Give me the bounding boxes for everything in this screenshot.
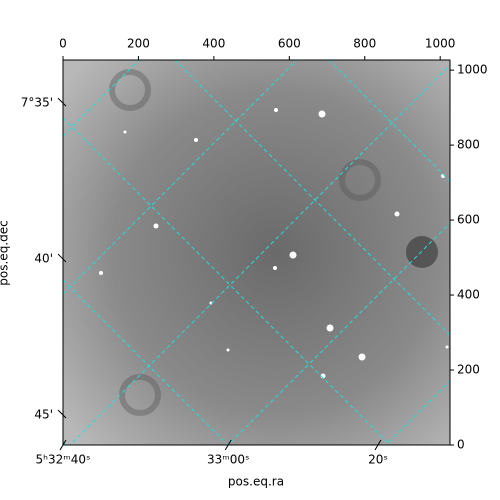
ra-tick-label: 33ᵐ00ˢ [207,453,250,467]
top-tick-label: 200 [127,37,150,51]
sky-image [63,60,450,445]
top-tick-label: 1000 [425,37,456,51]
dec-tick-label: 7°35' [21,96,53,110]
x-axis-label: pos.eq.ra [228,475,284,489]
frame [62,59,451,446]
ra-tick-label: 20ˢ [368,453,388,467]
dec-tick-label: 45' [34,408,53,422]
right-tick-label: 400 [457,288,480,302]
top-tick-label: 600 [278,37,301,51]
right-tick-label: 200 [457,363,480,377]
dec-tick [57,409,67,419]
y-axis-label: pos.eq.dec [0,220,11,285]
coordinate-grid [63,60,450,445]
top-tick-label: 400 [202,37,225,51]
dec-tick [57,97,67,107]
top-tick-label: 0 [59,37,67,51]
ra-tick [374,439,382,451]
ra-tick [224,439,232,451]
top-tick-label: 800 [353,37,376,51]
dec-tick-label: 40' [34,252,53,266]
right-tick-label: 1000 [457,63,488,77]
ra-tick [59,439,67,451]
right-tick-label: 0 [457,438,465,452]
ra-tick-label: 5ʰ32ᵐ40ˢ [36,453,91,467]
dec-tick [57,253,67,263]
right-tick-label: 600 [457,213,480,227]
right-tick-label: 800 [457,138,480,152]
